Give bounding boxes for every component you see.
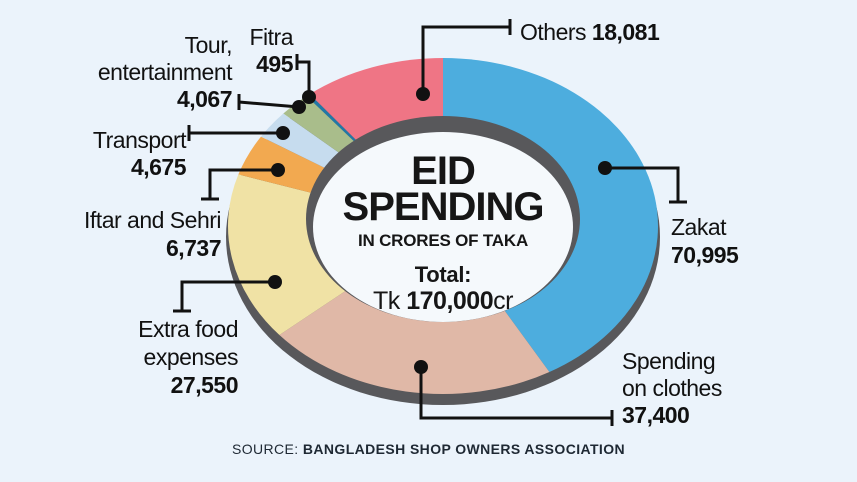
leader-line-iftar [208, 168, 278, 199]
leader-dot-others [416, 87, 430, 101]
slice-value: 4,067 [176, 86, 233, 112]
slice-value: 6,737 [165, 235, 222, 261]
slice-name: Iftar and Sehri [84, 207, 221, 233]
chart-center-text: EID SPENDING IN CRORES OF TAKA Total: Tk… [283, 149, 603, 316]
total-currency-prefix: Tk [373, 287, 407, 315]
slice-name: Others [520, 19, 592, 45]
slice-name: Fitra [249, 24, 294, 50]
leader-dot-extra-food [268, 275, 282, 289]
leader-line-extra-food [180, 280, 275, 311]
slice-label-fitra: Fitra 495 [250, 24, 294, 78]
slice-name: Zakat [671, 214, 727, 240]
total-unit-suffix: cr [493, 287, 513, 315]
leader-dot-fitra [302, 90, 316, 104]
leader-dot-clothes [414, 360, 428, 374]
leader-dot-zakat [598, 161, 612, 175]
slice-label-extra-food: Extra food expenses 27,550 [138, 315, 238, 399]
slice-name: Extra food [138, 316, 238, 342]
leader-line-clothes [419, 367, 612, 420]
leader-dot-transport [276, 126, 290, 140]
slice-value: 4,675 [130, 154, 187, 180]
slice-name: on clothes [622, 375, 722, 401]
donut-hole [313, 132, 573, 322]
slice-value: 18,081 [591, 19, 660, 45]
slice-name: Transport [92, 127, 187, 153]
chart-title-line1: EID [411, 149, 476, 193]
slice-value: 495 [256, 51, 293, 77]
slice-label-others: Others 18,081 [520, 19, 660, 46]
total-label: Total: [414, 262, 472, 287]
slice-value: 37,400 [622, 402, 690, 428]
leader-line-others [421, 25, 510, 94]
leader-line-fitra [297, 60, 311, 97]
slice-label-iftar: Iftar and Sehri 6,737 [84, 206, 221, 262]
slice-name: expenses [143, 344, 239, 370]
slice-name: entertainment [97, 59, 233, 85]
slice-name: Spending [622, 348, 716, 374]
source-value: BANGLADESH SHOP OWNERS ASSOCIATION [302, 441, 626, 457]
slice-value: 27,550 [170, 372, 239, 398]
slice-name: Tour, [184, 32, 233, 58]
leader-dot-iftar [271, 163, 285, 177]
leader-line-zakat [605, 166, 680, 202]
slice-label-zakat: Zakat 70,995 [671, 213, 739, 269]
chart-subtitle: IN CRORES OF TAKA [357, 231, 529, 250]
source-line: SOURCE: BANGLADESH SHOP OWNERS ASSOCIATI… [0, 441, 857, 457]
slice-label-clothes: Spending on clothes 37,400 [622, 348, 722, 429]
total-value-line: Tk 170,000cr [283, 286, 603, 316]
slice-label-transport: Transport 4,675 [92, 127, 187, 181]
chart-title-line2: SPENDING [342, 185, 545, 229]
slice-label-tour: Tour, entertainment 4,067 [97, 32, 233, 113]
total-amount: 170,000 [406, 287, 494, 315]
leader-line-tour [238, 100, 300, 109]
source-label: SOURCE: [231, 441, 303, 457]
slice-value: 70,995 [671, 242, 739, 268]
leader-dot-tour [292, 100, 306, 114]
